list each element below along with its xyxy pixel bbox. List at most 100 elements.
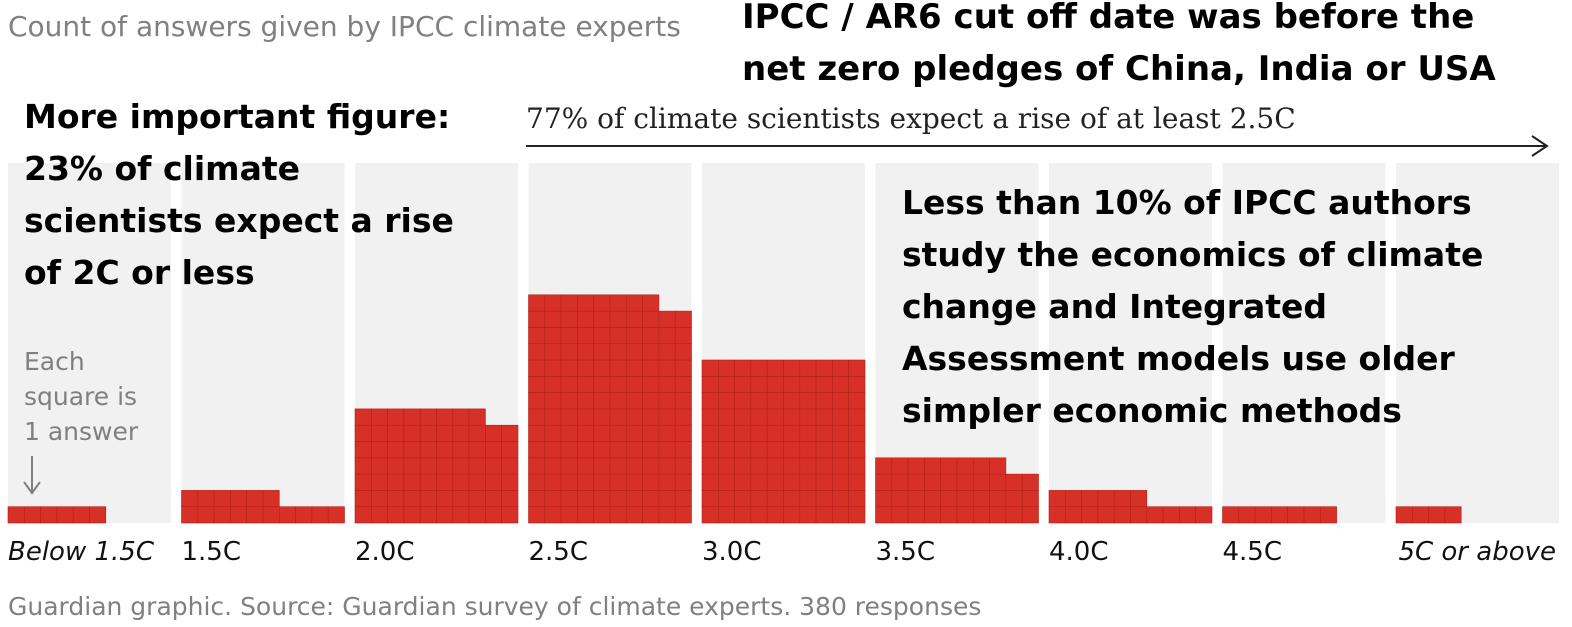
answer-square (1320, 506, 1337, 524)
answer-square (783, 359, 801, 377)
answer-square (560, 294, 578, 312)
category-label: 3.5C (876, 537, 936, 567)
answer-square (560, 327, 578, 344)
answer-square (181, 490, 199, 507)
arrow-label: 77% of climate scientists expect a rise … (526, 102, 1296, 135)
answer-square (436, 457, 454, 475)
answer-square (436, 441, 454, 459)
answer-square (848, 490, 866, 507)
answer-square (528, 310, 546, 328)
answer-square (609, 375, 627, 393)
waffle-squares (7, 294, 1462, 524)
answer-square (452, 441, 470, 459)
answer-square (750, 473, 768, 491)
legend-note-line-3: 1 answer (24, 417, 139, 446)
answer-square (609, 392, 627, 410)
answer-square (403, 457, 421, 475)
answer-square (485, 457, 502, 475)
answer-square (799, 375, 817, 393)
answer-square (1303, 506, 1321, 524)
answer-square (658, 506, 676, 524)
answer-square (815, 408, 833, 426)
answer-square (577, 375, 595, 393)
answer-square (625, 490, 643, 507)
answer-square (1238, 506, 1256, 524)
answer-square (642, 375, 660, 393)
answer-square (875, 490, 893, 507)
answer-square (354, 424, 372, 442)
answer-square (1254, 506, 1272, 524)
answer-square (560, 408, 578, 426)
answer-square (717, 473, 735, 491)
answer-square (544, 441, 562, 459)
answer-square (750, 424, 768, 442)
answer-square (848, 473, 866, 491)
answer-square (625, 375, 643, 393)
answer-square (642, 408, 660, 426)
answer-square (485, 473, 502, 491)
answer-square (593, 490, 611, 507)
answer-square (1412, 506, 1429, 524)
answer-square (783, 441, 801, 459)
down-arrow-icon (23, 456, 41, 495)
answer-square (734, 375, 752, 393)
answer-square (387, 473, 405, 491)
answer-square (799, 359, 817, 377)
answer-square (262, 506, 280, 524)
answer-square (642, 506, 660, 524)
answer-square (891, 457, 909, 475)
answer-square (701, 359, 719, 377)
answer-square (89, 506, 107, 524)
annotation-left-line-2: 23% of climate (24, 149, 300, 188)
answer-square (848, 359, 866, 377)
answer-square (528, 441, 546, 459)
annotation-right-line-5: simpler economic methods (902, 391, 1402, 430)
answer-square (717, 408, 735, 426)
answer-square (544, 327, 562, 344)
answer-square (609, 506, 627, 524)
answer-square (246, 490, 264, 507)
answer-square (717, 457, 735, 475)
answer-square (528, 392, 546, 410)
answer-square (468, 506, 486, 524)
answer-square (956, 473, 974, 491)
answer-square (528, 473, 546, 491)
answer-square (528, 408, 546, 426)
answer-square (452, 490, 470, 507)
answer-square (528, 424, 546, 442)
answer-square (609, 310, 627, 328)
answer-square (577, 441, 595, 459)
answer-square (1081, 506, 1099, 524)
right-arrow-icon (526, 135, 1549, 157)
answer-square (468, 457, 486, 475)
answer-square (924, 473, 942, 491)
answer-square (1222, 506, 1240, 524)
answer-square (609, 294, 627, 312)
answer-square (452, 473, 470, 491)
answer-square (609, 327, 627, 344)
answer-square (485, 490, 502, 507)
answer-square (1097, 490, 1115, 507)
answer-square (197, 490, 215, 507)
answer-square (544, 294, 562, 312)
answer-square (1130, 506, 1148, 524)
answer-square (734, 424, 752, 442)
answer-square (734, 408, 752, 426)
answer-square (750, 359, 768, 377)
answer-square (832, 375, 850, 393)
answer-square (403, 424, 421, 442)
answer-square (354, 473, 372, 491)
answer-square (544, 457, 562, 475)
answer-square (560, 457, 578, 475)
answer-square (213, 490, 231, 507)
answer-square (1048, 506, 1066, 524)
answer-square (832, 408, 850, 426)
answer-square (625, 310, 643, 328)
answer-square (72, 506, 90, 524)
answer-square (734, 441, 752, 459)
answer-square (750, 392, 768, 410)
answer-square (577, 310, 595, 328)
answer-square (419, 408, 437, 426)
answer-square (674, 408, 692, 426)
